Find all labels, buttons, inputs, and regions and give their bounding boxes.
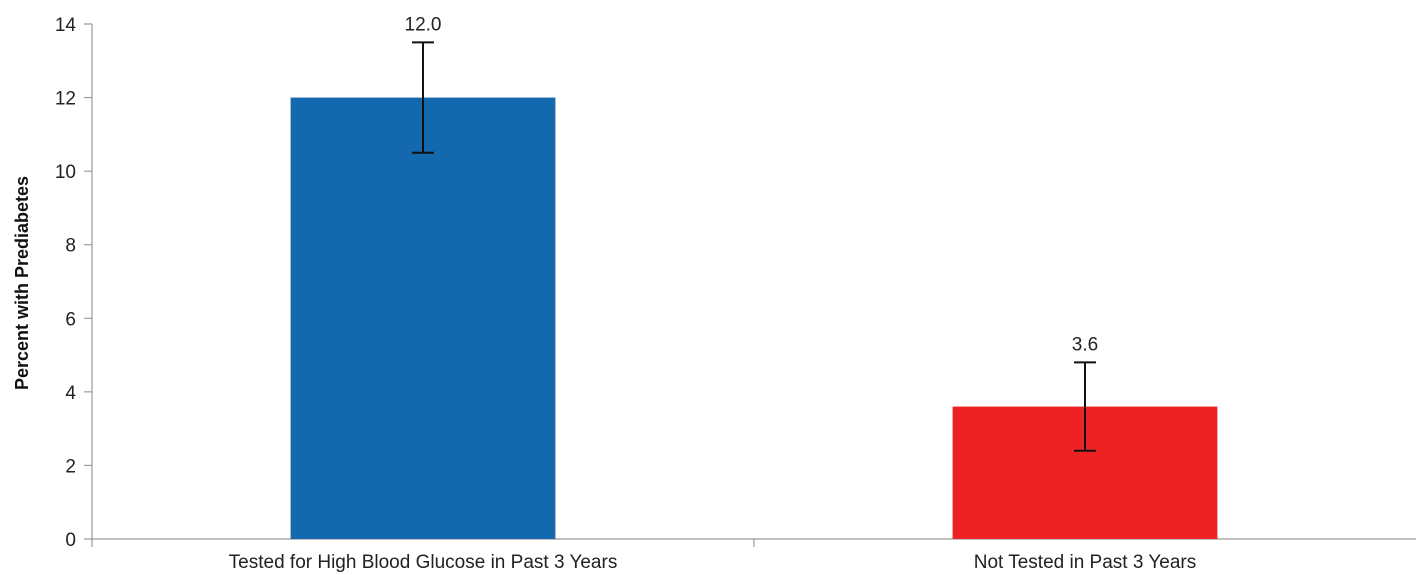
x-category-label: Not Tested in Past 3 Years [974, 552, 1197, 573]
y-tick-label: 6 [65, 309, 76, 330]
y-tick-label: 14 [55, 15, 77, 36]
bar [290, 97, 556, 540]
error-bars [412, 41, 1096, 452]
y-tick-label: 0 [65, 530, 76, 551]
y-tick-label: 4 [65, 383, 76, 404]
y-tick-label: 8 [65, 236, 76, 257]
y-tick-label: 2 [65, 456, 76, 477]
data-labels: 12.0 3.6 [405, 14, 1099, 355]
y-axis-title: Percent with Prediabetes [12, 176, 32, 390]
bars [290, 97, 1218, 540]
data-label: 3.6 [1072, 334, 1098, 355]
x-category-label: Tested for High Blood Glucose in Past 3 … [229, 552, 618, 573]
y-tick-label: 10 [55, 162, 76, 183]
y-axis: 0 2 4 6 8 10 12 14 [55, 15, 93, 551]
x-axis: Tested for High Blood Glucose in Past 3 … [91, 538, 1416, 573]
data-label: 12.0 [405, 14, 442, 35]
y-tick-label: 12 [55, 89, 76, 110]
